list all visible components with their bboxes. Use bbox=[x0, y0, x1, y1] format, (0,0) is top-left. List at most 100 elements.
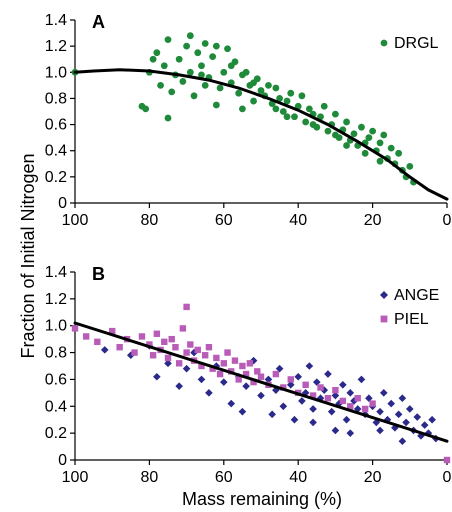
data-point bbox=[376, 157, 384, 165]
data-point bbox=[283, 97, 291, 105]
data-point bbox=[242, 382, 250, 390]
data-point bbox=[157, 81, 164, 89]
data-point bbox=[324, 370, 332, 378]
data-point bbox=[305, 105, 313, 113]
data-point bbox=[153, 49, 161, 57]
data-point bbox=[220, 68, 228, 76]
data-point bbox=[242, 370, 250, 378]
x-tick-label: 0 bbox=[443, 469, 452, 486]
data-point bbox=[402, 418, 410, 427]
data-point bbox=[205, 344, 213, 351]
data-point bbox=[186, 68, 194, 76]
data-point bbox=[197, 375, 206, 384]
data-point bbox=[283, 113, 291, 121]
data-point bbox=[443, 456, 451, 464]
data-point bbox=[332, 110, 339, 118]
data-point bbox=[183, 303, 190, 311]
data-point bbox=[332, 386, 339, 394]
data-point bbox=[235, 89, 243, 97]
data-point bbox=[175, 55, 183, 63]
data-point bbox=[376, 407, 384, 416]
data-point bbox=[186, 32, 194, 40]
data-point bbox=[138, 333, 146, 340]
data-point bbox=[290, 415, 299, 424]
data-point bbox=[160, 62, 168, 70]
x-tick-label: 60 bbox=[215, 469, 233, 486]
data-point bbox=[376, 426, 384, 435]
data-point bbox=[369, 400, 376, 407]
data-point bbox=[309, 418, 317, 427]
data-point bbox=[116, 344, 123, 351]
panel-letter: B bbox=[92, 264, 105, 284]
data-point bbox=[227, 399, 236, 408]
data-point bbox=[357, 375, 366, 384]
data-point bbox=[201, 81, 209, 89]
data-point bbox=[198, 362, 205, 370]
data-point bbox=[216, 370, 224, 378]
data-point bbox=[324, 127, 332, 135]
data-point bbox=[317, 384, 324, 391]
data-point bbox=[213, 354, 220, 362]
y-tick-label: 0.6 bbox=[45, 117, 67, 134]
data-point bbox=[238, 407, 247, 416]
data-point bbox=[346, 389, 355, 397]
data-point bbox=[164, 354, 172, 362]
y-tick-label: 0.6 bbox=[45, 371, 67, 388]
data-point bbox=[209, 53, 217, 60]
data-point bbox=[339, 381, 347, 389]
data-point bbox=[309, 405, 317, 413]
legend-label: ANGE bbox=[394, 287, 439, 304]
data-point bbox=[361, 405, 369, 413]
data-point bbox=[332, 131, 339, 139]
data-point bbox=[276, 95, 283, 102]
data-point bbox=[395, 149, 403, 157]
data-point bbox=[153, 372, 161, 381]
data-point bbox=[268, 410, 276, 419]
y-tick-label: 1.0 bbox=[45, 318, 67, 335]
y-axis-label: Fraction of Initial Nitrogen bbox=[18, 153, 38, 358]
data-point bbox=[194, 346, 201, 354]
data-point bbox=[339, 397, 347, 405]
data-point bbox=[287, 376, 294, 383]
x-tick-label: 100 bbox=[62, 212, 89, 229]
y-tick-label: 1.0 bbox=[45, 64, 67, 81]
data-point bbox=[294, 372, 302, 381]
x-tick-label: 20 bbox=[364, 469, 382, 486]
data-point bbox=[249, 356, 258, 365]
data-point bbox=[342, 415, 351, 424]
data-point bbox=[179, 78, 187, 85]
data-point bbox=[327, 407, 336, 416]
data-point bbox=[242, 68, 250, 76]
y-tick-label: 0 bbox=[58, 452, 67, 469]
data-point bbox=[224, 349, 231, 356]
fit-line bbox=[73, 321, 449, 443]
data-point bbox=[172, 344, 179, 351]
data-point bbox=[398, 437, 407, 445]
data-point bbox=[246, 360, 254, 367]
data-point bbox=[354, 395, 361, 402]
fit-line bbox=[73, 68, 449, 201]
data-point bbox=[94, 338, 101, 346]
data-point bbox=[194, 49, 202, 57]
data-point bbox=[302, 118, 310, 126]
data-point bbox=[187, 341, 194, 348]
data-point bbox=[413, 413, 422, 421]
data-point bbox=[406, 163, 414, 170]
data-point bbox=[183, 42, 191, 50]
data-point bbox=[168, 88, 176, 96]
data-point bbox=[287, 89, 295, 97]
data-point bbox=[302, 381, 309, 388]
data-point bbox=[179, 325, 187, 332]
data-point bbox=[317, 113, 324, 121]
y-tick-label: 1.4 bbox=[45, 12, 67, 29]
data-point bbox=[212, 101, 220, 109]
data-point bbox=[164, 114, 172, 122]
x-tick-label: 100 bbox=[62, 469, 89, 486]
data-point bbox=[227, 62, 235, 70]
x-tick-label: 80 bbox=[141, 469, 159, 486]
x-tick-label: 0 bbox=[443, 212, 452, 229]
panel-a: 0 0.2 0.4 0.6 0.8 1.0 1.2 1.4 100 80 60 40 20 0 A DRGL bbox=[45, 12, 452, 229]
data-point bbox=[220, 360, 227, 367]
